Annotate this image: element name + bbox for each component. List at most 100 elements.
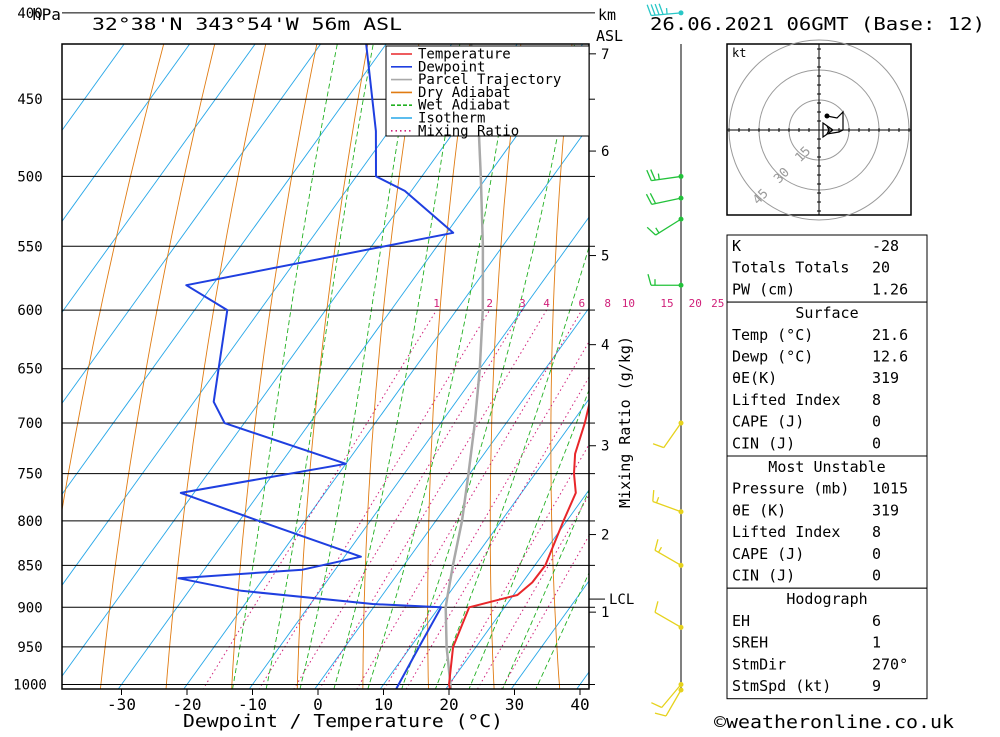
wind-barb-shaft: [651, 12, 682, 17]
dry-adiabat-line: [165, 44, 267, 689]
index-value: 0: [872, 413, 881, 431]
wind-barb-shaft: [652, 500, 682, 513]
index-value: 1: [872, 634, 881, 652]
location-title: 32°38'N 343°54'W 56m ASL: [92, 15, 402, 35]
wind-barb-half-flag: [657, 173, 660, 180]
pressure-tick-label: 1000: [13, 678, 47, 694]
pressure-tick-label: 600: [17, 303, 42, 319]
index-label: Dewp (°C): [732, 348, 813, 366]
wind-barb-flag: [654, 3, 660, 16]
wind-barb-dot: [678, 509, 684, 515]
wind-barb-flag: [646, 226, 656, 236]
pressure-tick-label: 400: [17, 6, 42, 22]
index-value: 9: [872, 677, 881, 695]
wind-barb: [652, 420, 684, 449]
temperature-tick-label: -10: [238, 695, 267, 714]
legend-label: Isotherm: [418, 111, 485, 127]
km-label: km: [598, 6, 616, 24]
temperature-tick-label: -30: [107, 695, 136, 714]
hodograph-indices-table: Hodograph EH 6 SREH 1 StmDir 270° StmSpd (kt) 9: [726, 587, 928, 700]
km-tick-label: 6: [601, 144, 609, 160]
wind-barb-flag: [646, 169, 652, 181]
index-label: EH: [732, 612, 750, 630]
index-value: 6: [872, 612, 881, 630]
dry-adiabat-line: [62, 44, 165, 513]
temperature-tick-label: 20: [439, 695, 458, 714]
wind-barb-shaft: [663, 422, 682, 449]
mixing-ratio-line: [293, 309, 523, 689]
legend-label: Wet Adiabat: [418, 98, 511, 114]
mixing-ratio-label: 8: [604, 297, 611, 310]
km-tick-label: 4: [601, 338, 609, 354]
mixing-ratio-label: 2: [486, 297, 493, 310]
general-indices-table-frame: [726, 234, 928, 303]
hodograph-indices-table-title: Hodograph: [786, 590, 867, 608]
wet-adiabat-line: [265, 44, 374, 689]
index-value: 1015: [872, 480, 908, 498]
surface-table-frame: [726, 301, 928, 457]
isotherm-line: [62, 44, 256, 314]
legend-label: Parcel Trajectory: [418, 72, 561, 88]
index-value: 20: [872, 259, 890, 277]
most-unstable-table-frame: [726, 455, 928, 589]
isotherm-line: [62, 44, 453, 586]
pressure-tick-label: 750: [17, 467, 42, 483]
dewpoint-line: [177, 44, 455, 689]
pressure-tick-label: 950: [17, 640, 42, 656]
mixing-ratio-label: 10: [622, 297, 635, 310]
dry-adiabat-line: [489, 44, 522, 689]
isotherm-line: [379, 398, 589, 689]
pressure-tick-label: 800: [17, 514, 42, 530]
index-label: CIN (J): [732, 434, 795, 452]
wind-barb-shaft: [654, 549, 682, 566]
dry-adiabat-line: [296, 44, 369, 689]
pressure-axis: 3003504004505005506006507007508008509009…: [13, 6, 47, 694]
temperature-axis: -30 -20 -10 0 10 20 30 40: [107, 689, 590, 714]
wind-barb: [654, 687, 684, 717]
km-tick-label: 1: [601, 605, 609, 621]
index-label: Lifted Index: [732, 391, 840, 409]
index-value: 0: [872, 567, 881, 585]
dry-adiabat-line: [362, 44, 420, 689]
index-label: PW (cm): [732, 280, 795, 298]
mixing-ratio-line: [383, 340, 589, 689]
wind-barb-flag: [647, 274, 652, 286]
wind-barb-flag: [649, 193, 657, 204]
wind-barb-flag: [651, 702, 662, 709]
mixing-ratio-label: 3: [519, 297, 526, 310]
mixing-ratio-label: 15: [660, 297, 673, 310]
isotherm-line: [445, 489, 589, 689]
wind-barb: [645, 193, 684, 205]
wind-barb-flag: [652, 490, 655, 502]
dry-adiabat-line: [99, 44, 216, 689]
mixing-ratio-line: [318, 309, 548, 689]
index-label: Totals Totals: [732, 259, 849, 277]
mixing-ratio-label: 20: [689, 297, 702, 310]
wind-barb-half-flag: [655, 496, 660, 504]
mixing-ratio-line: [356, 309, 583, 689]
isotherm-line: [62, 44, 387, 495]
wind-barb-flag: [646, 4, 652, 16]
legend-label: Mixing Ratio: [418, 123, 519, 139]
surface-table: Surface Temp (°C) 21.6 Dewp (°C) 12.6 θE(K) 31…: [726, 301, 928, 457]
wind-barb-shaft: [655, 218, 682, 236]
wind-barb-shaft: [661, 684, 682, 708]
wind-barb-flag: [645, 193, 653, 205]
index-value: 12.6: [872, 348, 908, 366]
wet-adiabat-line: [232, 44, 338, 689]
km-tick-label: 5: [601, 249, 609, 265]
x-axis-label: Dewpoint / Temperature (°C): [183, 711, 503, 732]
index-label: StmDir: [732, 655, 786, 673]
wind-barb-flag: [654, 601, 659, 613]
surface-table-title: Surface: [795, 304, 858, 322]
wind-barb-half-flag: [665, 8, 668, 15]
hodograph-end-dot: [824, 113, 830, 119]
dry-adiabat-line: [666, 0, 700, 720]
index-label: Temp (°C): [732, 326, 813, 344]
pressure-tick-label: 700: [17, 416, 42, 432]
index-label: CIN (J): [732, 567, 795, 585]
most-unstable-table-title: Most Unstable: [768, 458, 885, 476]
legend-box: [385, 45, 590, 137]
pressure-tick-label: 850: [17, 558, 42, 574]
